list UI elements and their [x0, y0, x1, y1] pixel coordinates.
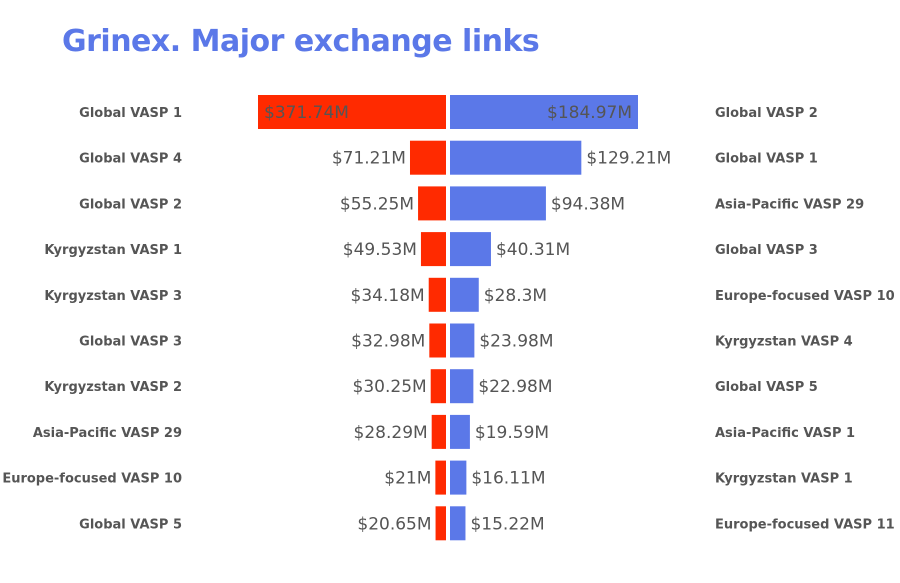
right-category-label: Asia-Pacific VASP 1 [715, 426, 855, 441]
left-bar [435, 506, 446, 541]
right-value-label: $19.59M [475, 423, 549, 443]
left-value-label: $28.29M [354, 423, 428, 443]
right-bar [450, 460, 467, 495]
right-value-label: $40.31M [496, 240, 570, 260]
right-bar [450, 140, 582, 175]
right-value-label: $16.11M [471, 469, 545, 489]
left-value-label: $32.98M [351, 332, 425, 352]
right-category-label: Europe-focused VASP 10 [715, 289, 895, 304]
chart-title: Grinex. Major exchange links [62, 24, 540, 59]
left-bar [409, 140, 446, 175]
left-value-label: $34.18M [351, 286, 425, 306]
right-value-label: $28.3M [484, 286, 547, 306]
left-value-label: $21M [384, 469, 431, 489]
right-value-label: $23.98M [479, 332, 553, 352]
left-value-label: $30.25M [353, 377, 427, 397]
left-value-label: $71.21M [332, 149, 406, 169]
right-bar [450, 323, 475, 358]
right-category-label: Global VASP 1 [715, 152, 818, 167]
right-bar [450, 414, 470, 449]
right-category-label: Kyrgyzstan VASP 1 [715, 472, 853, 487]
right-bar [450, 186, 546, 221]
right-bar [450, 232, 491, 267]
right-value-label: $129.21M [586, 149, 671, 169]
left-bar [420, 232, 446, 267]
right-value-label: $94.38M [551, 194, 625, 214]
left-category-label: Kyrgyzstan VASP 2 [44, 380, 182, 395]
left-category-label: Global VASP 3 [79, 335, 182, 350]
left-category-label: Global VASP 4 [79, 152, 182, 167]
left-bar [431, 414, 446, 449]
left-category-label: Europe-focused VASP 10 [2, 472, 182, 487]
left-bar [429, 323, 446, 358]
right-category-label: Asia-Pacific VASP 29 [715, 197, 864, 212]
left-category-label: Global VASP 1 [79, 106, 182, 121]
left-category-label: Global VASP 5 [79, 517, 182, 532]
right-bar [450, 277, 479, 312]
right-value-label: $184.97M [547, 103, 632, 123]
right-bar [450, 95, 638, 129]
left-bar [435, 460, 446, 495]
left-bar [430, 369, 446, 404]
left-category-label: Global VASP 2 [79, 197, 182, 212]
right-value-label: $15.22M [470, 514, 544, 534]
left-value-label: $55.25M [340, 194, 414, 214]
right-value-label: $22.98M [478, 377, 552, 397]
right-category-label: Global VASP 3 [715, 243, 818, 258]
left-category-label: Kyrgyzstan VASP 1 [44, 243, 182, 258]
left-value-label: $371.74M [264, 103, 349, 123]
left-bar [258, 95, 446, 129]
right-bar [450, 506, 466, 541]
left-category-label: Kyrgyzstan VASP 3 [44, 289, 182, 304]
right-category-label: Europe-focused VASP 11 [715, 517, 895, 532]
left-bar [428, 277, 446, 312]
right-category-label: Kyrgyzstan VASP 4 [715, 335, 853, 350]
left-value-label: $49.53M [343, 240, 417, 260]
left-value-label: $20.65M [357, 514, 431, 534]
right-category-label: Global VASP 5 [715, 380, 818, 395]
right-category-label: Global VASP 2 [715, 106, 818, 121]
left-category-label: Asia-Pacific VASP 29 [33, 426, 182, 441]
right-bar [450, 369, 474, 404]
left-bar [418, 186, 446, 221]
